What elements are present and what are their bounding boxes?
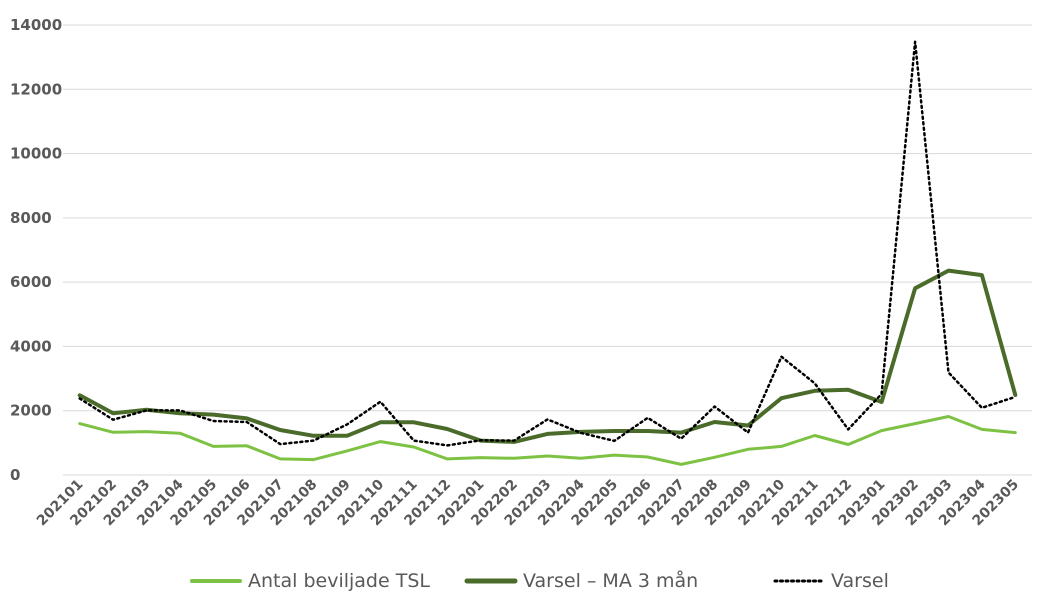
y-tick-label: 8000	[10, 209, 52, 227]
legend-label-varsel-ma-3-man: Varsel – MA 3 mån	[523, 569, 698, 592]
y-tick-label: 4000	[10, 337, 52, 355]
y-tick-label: 14000	[10, 16, 62, 34]
y-tick-label: 2000	[10, 402, 52, 420]
x-axis-tick-labels: 2021012021022021032021042021052021062021…	[34, 476, 1022, 529]
legend-label-varsel: Varsel	[831, 570, 889, 592]
y-tick-label: 0	[10, 466, 20, 484]
gridlines	[63, 24, 1032, 476]
legend-label-antal-beviljade-tsl: Antal beviljade TSL	[248, 570, 430, 592]
y-tick-label: 10000	[10, 145, 62, 163]
y-tick-label: 12000	[10, 80, 62, 98]
series-line-varsel	[78, 40, 1017, 447]
series-lines	[77, 40, 1018, 466]
series-line-varsel-ma-3-m-n	[77, 268, 1018, 444]
legend: Antal beviljade TSL Varsel – MA 3 mån Va…	[190, 569, 889, 592]
series-line-antal-beviljade-tsl	[78, 415, 1017, 466]
y-tick-label: 6000	[10, 273, 52, 291]
y-axis-tick-labels: 0 2000 4000 6000 8000 10000 12000 14000	[10, 16, 62, 484]
